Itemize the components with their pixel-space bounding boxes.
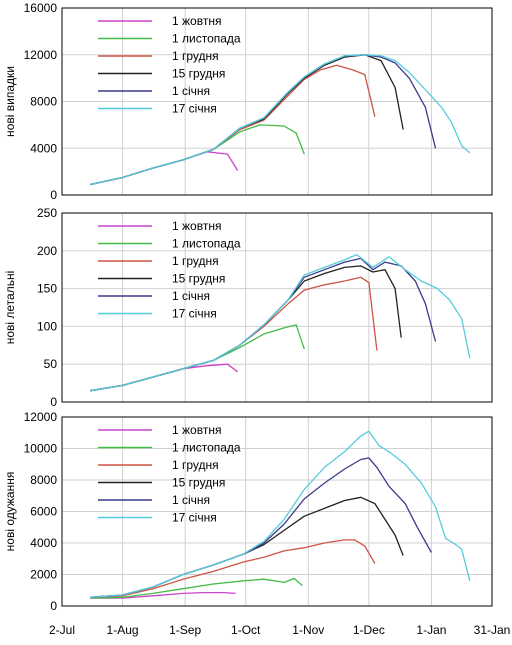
x-tick-label: 2-Jul	[49, 623, 75, 637]
y-tick-label: 4000	[30, 536, 57, 550]
y-tick-label: 12000	[24, 410, 58, 424]
series-line	[90, 591, 236, 599]
x-tick-label: 1-Nov	[292, 623, 324, 637]
series-line	[90, 430, 471, 598]
y-tick-label: 8000	[30, 473, 57, 487]
legend-label: 1 грудня	[172, 458, 219, 472]
legend-label: 17 січня	[172, 102, 217, 116]
y-axis-label: нові летальні	[3, 271, 17, 345]
legend-label: 1 жовтня	[172, 423, 221, 437]
x-tick-label: 31-Jan	[474, 623, 511, 637]
y-tick-label: 150	[37, 282, 57, 296]
series-line	[90, 577, 303, 599]
y-tick-label: 12000	[24, 48, 58, 62]
legend-label: 1 жовтня	[172, 14, 221, 28]
panel-2: 0 50 100 150 200 250 нові летальні 1 жовтня 1 ли…	[3, 206, 493, 409]
series-line	[90, 539, 376, 598]
series-line	[90, 496, 404, 598]
y-tick-label: 100	[37, 319, 57, 333]
y-tick-label: 0	[50, 599, 57, 613]
series-line	[90, 457, 432, 598]
legend-label: 1 листопада	[172, 237, 241, 251]
series-line	[90, 253, 471, 392]
panel-3: 0 2000 4000 6000 8000 10000 12000 нові одужання…	[3, 410, 493, 613]
legend-label: 1 листопада	[172, 32, 241, 46]
legend-label: 15 грудня	[172, 67, 225, 81]
legend-label: 15 грудня	[172, 272, 225, 286]
x-tick-label: 1-Dec	[353, 623, 385, 637]
y-tick-label: 10000	[24, 442, 58, 456]
x-tick-label: 1-Jan	[416, 623, 446, 637]
series-line	[90, 54, 471, 186]
legend-label: 1 січня	[172, 289, 210, 303]
legend-label: 1 грудня	[172, 254, 219, 268]
legend-label: 1 жовтня	[172, 219, 221, 233]
legend-label: 1 січня	[172, 493, 210, 507]
series-line	[90, 64, 376, 186]
x-tick-label: 1-Oct	[231, 623, 261, 637]
y-tick-label: 2000	[30, 568, 57, 582]
y-tick-label: 0	[50, 188, 57, 202]
legend-label: 1 грудня	[172, 49, 219, 63]
panel-1: 0 4000 8000 12000 16000 нові випадки 1 жовтня 1…	[3, 1, 493, 202]
legend-label: 15 грудня	[172, 476, 225, 490]
y-tick-label: 8000	[30, 95, 57, 109]
plot-frame	[61, 416, 493, 607]
y-axis-label: нові одужання	[3, 472, 17, 552]
x-tick-label: 1-Aug	[107, 623, 139, 637]
y-axis-label: нові випадки	[3, 66, 17, 137]
legend-label: 17 січня	[172, 307, 217, 321]
plot-frame	[61, 212, 493, 403]
y-tick-label: 200	[37, 244, 57, 258]
y-tick-label: 6000	[30, 505, 57, 519]
legend-label: 1 листопада	[172, 441, 241, 455]
x-tick-label: 1-Sep	[169, 623, 201, 637]
series-line	[90, 276, 378, 392]
plot-frame	[61, 7, 493, 196]
legend-label: 17 січня	[172, 511, 217, 525]
series-line	[90, 54, 404, 186]
legend-label: 1 січня	[172, 84, 210, 98]
y-tick-label: 250	[37, 206, 57, 220]
y-tick-label: 4000	[30, 141, 57, 155]
y-tick-label: 16000	[24, 1, 58, 15]
y-tick-label: 0	[50, 395, 57, 409]
y-tick-label: 50	[44, 357, 58, 371]
